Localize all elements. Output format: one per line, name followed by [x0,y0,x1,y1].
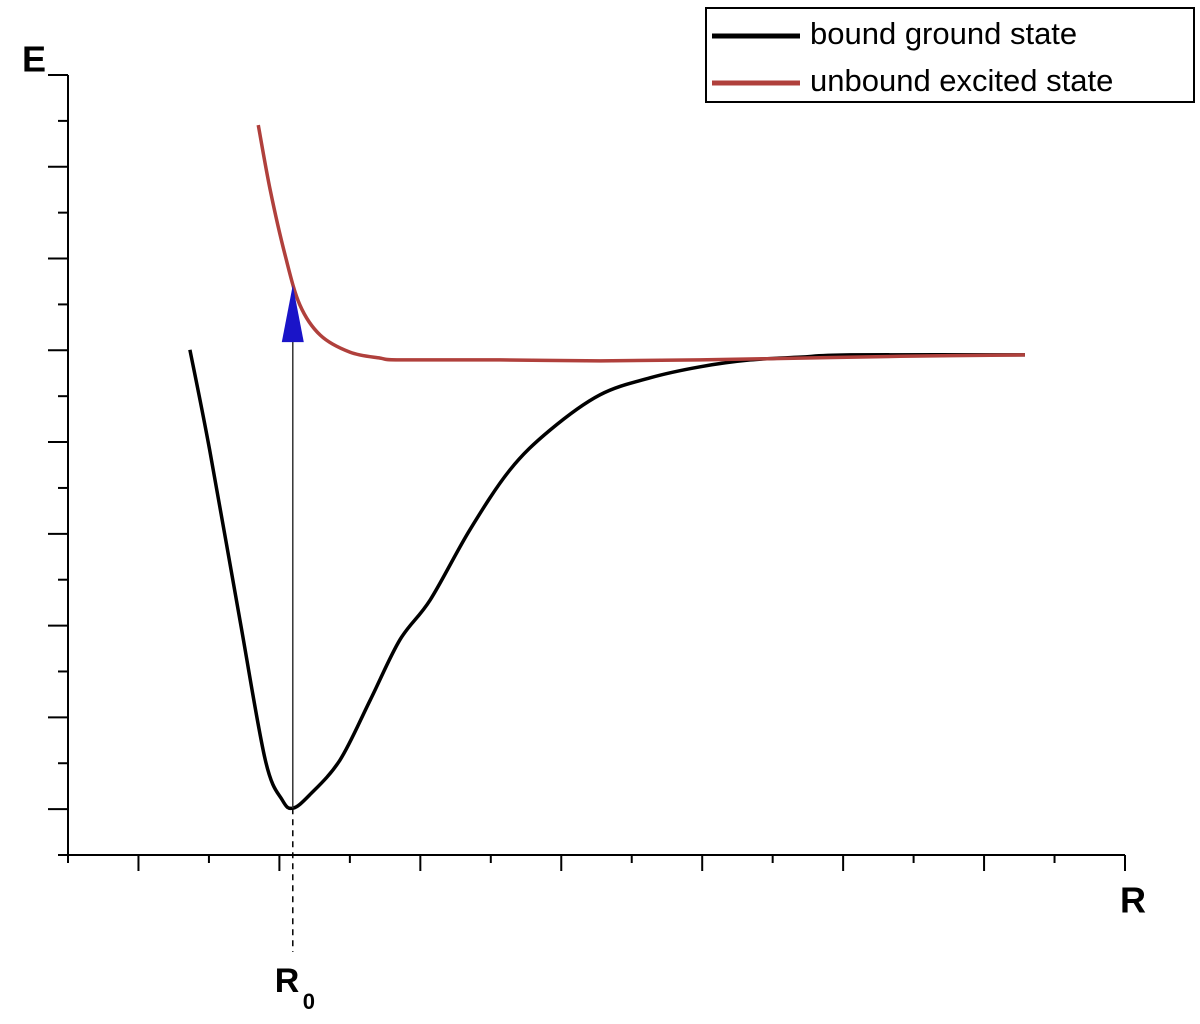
annotation-label: R [275,962,300,1000]
series-line [256,124,1025,363]
series-line [188,349,1025,811]
y-axis-label: E [22,39,46,80]
x-axis-label: R [1120,880,1146,921]
annotation-subscript: 0 [303,989,315,1014]
transition-arrowhead [281,285,304,343]
legend-box [705,7,1195,103]
legend-label: unbound excited state [810,63,1113,98]
legend-label: bound ground state [810,16,1077,51]
